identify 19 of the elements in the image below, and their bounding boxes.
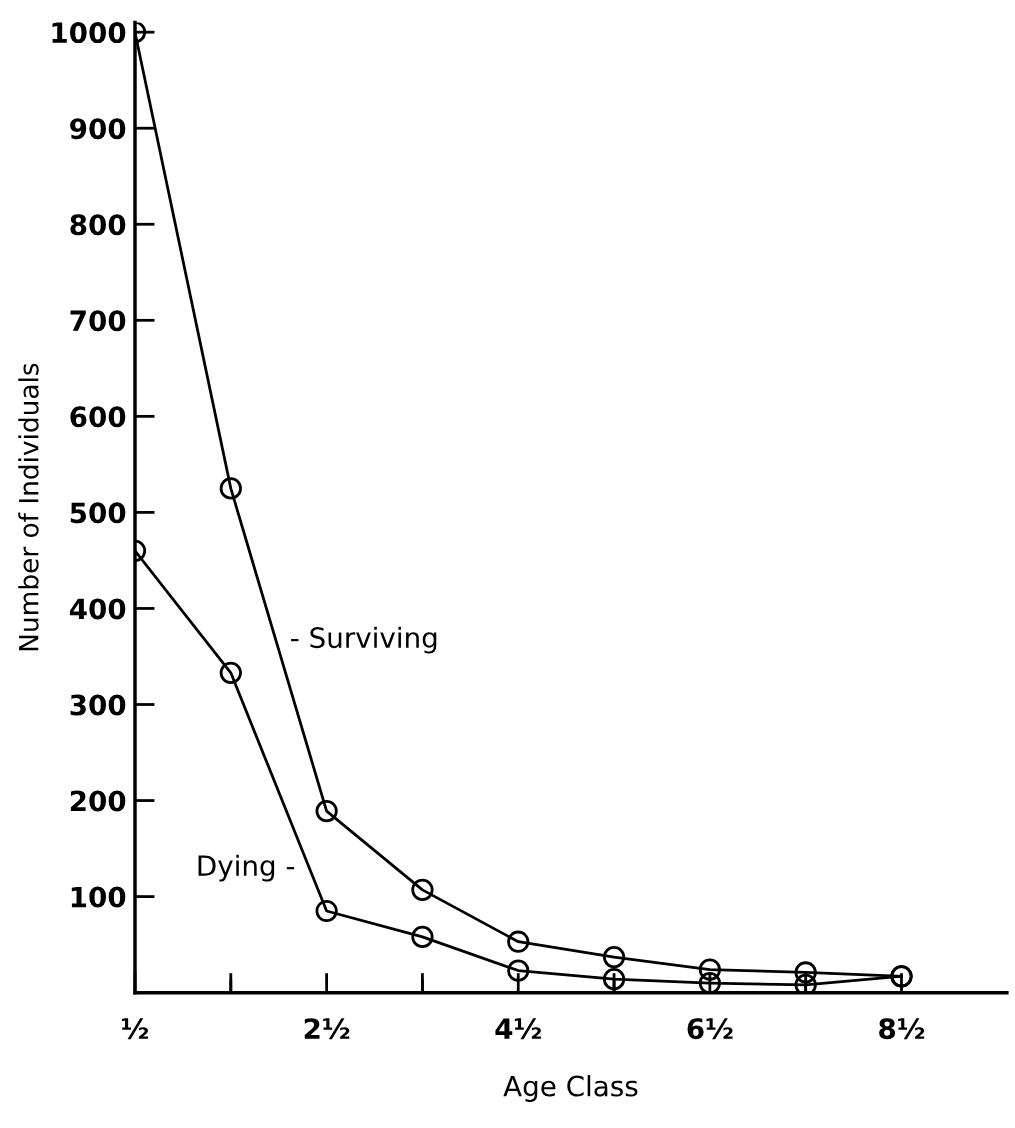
x-tick-label: 2½ [304, 1018, 350, 1040]
x-tick-label: 8½ [879, 1018, 925, 1040]
x-tick-label: 6½ [687, 1018, 733, 1040]
y-axis-title: Number of Individuals [18, 363, 39, 651]
y-tick-label: 500 [70, 502, 126, 524]
y-tick-label: 1000 [52, 22, 126, 44]
y-tick-label: 400 [69, 598, 126, 620]
x-axis-title: Age Class [503, 1075, 638, 1102]
y-tick-label: 200 [70, 790, 126, 812]
y-tick-label: 600 [70, 406, 126, 428]
series-label: - Surviving [291, 626, 437, 654]
y-tick-label: 900 [70, 118, 126, 140]
x-tick-label: 4½ [495, 1018, 541, 1040]
y-tick-label: 100 [71, 886, 126, 908]
y-tick-label: 800 [70, 214, 126, 236]
y-tick-label: 700 [70, 310, 126, 332]
x-tick-label: ½ [121, 1018, 149, 1040]
y-tick-label: 300 [70, 694, 126, 716]
series-label: Dying - [198, 854, 295, 882]
